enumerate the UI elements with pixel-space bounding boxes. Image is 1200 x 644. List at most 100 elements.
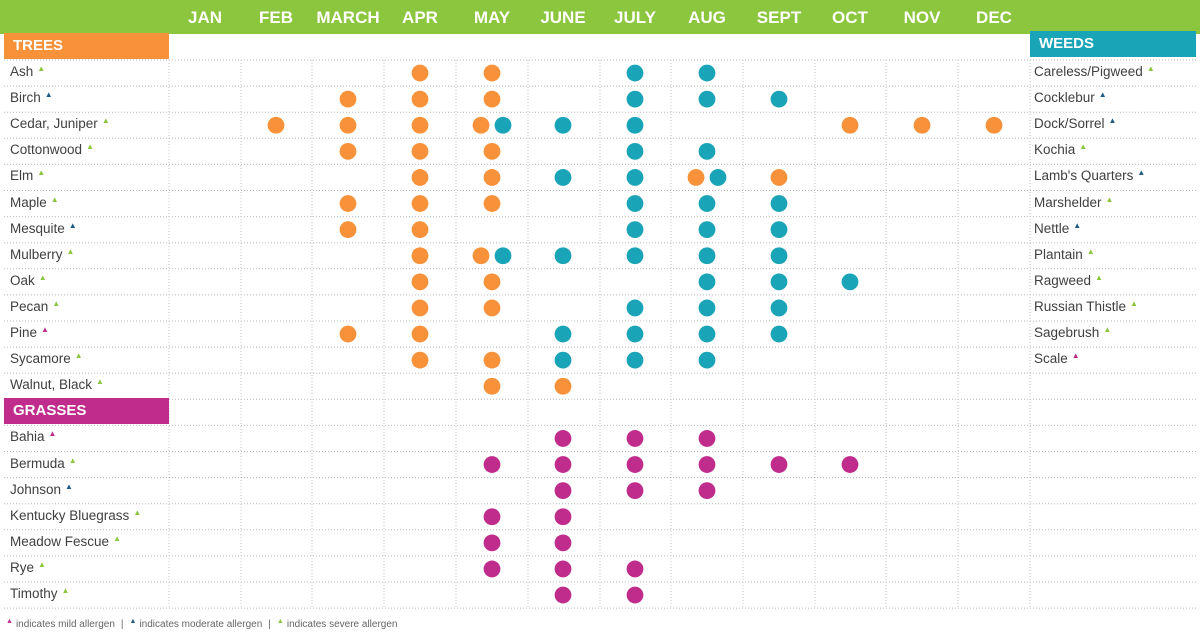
month-label-dec: DEC xyxy=(976,8,1012,27)
tree-row-label: Pine ▲ xyxy=(10,325,49,340)
tree-pollen-dot xyxy=(411,169,429,186)
weed-pollen-dot xyxy=(494,116,512,134)
weed-pollen-dot xyxy=(770,273,788,291)
weed-row-label: Sagebrush ▲ xyxy=(1034,325,1111,340)
grass-pollen-dot xyxy=(698,482,716,500)
weed-pollen-dot xyxy=(626,247,644,265)
grass-pollen-dot xyxy=(698,430,716,447)
grass-name: Kentucky Bluegrass xyxy=(10,507,130,523)
tree-pollen-dot xyxy=(483,273,501,291)
tree-pollen-dot xyxy=(339,221,357,239)
grass-name: Bahia xyxy=(10,429,45,445)
month-label-oct: OCT xyxy=(832,8,868,27)
weed-pollen-dot xyxy=(698,142,716,160)
mild-allergen-triangle-icon: ▲ xyxy=(1071,351,1080,361)
tree-row-label: Mesquite ▲ xyxy=(10,221,77,236)
weed-pollen-dot xyxy=(626,64,644,82)
month-label-apr: APR xyxy=(402,8,438,27)
weed-pollen-dot xyxy=(626,116,644,134)
weed-pollen-dot xyxy=(698,64,716,82)
weed-name: Nettle xyxy=(1034,220,1070,236)
severe-allergen-triangle-icon: ▲ xyxy=(38,559,46,569)
tree-pollen-dot xyxy=(985,116,1003,134)
weed-pollen-dot xyxy=(698,195,716,212)
tree-name: Ash xyxy=(10,64,34,80)
tree-pollen-dot xyxy=(411,195,429,212)
weed-name: Kochia xyxy=(1034,142,1076,158)
tree-pollen-dot xyxy=(554,377,572,395)
grass-pollen-dot xyxy=(770,456,788,473)
tree-pollen-dot xyxy=(411,299,429,317)
tree-pollen-dot xyxy=(339,116,357,134)
tree-row-label: Cedar, Juniper ▲ xyxy=(10,116,110,131)
grass-pollen-dot xyxy=(554,586,572,604)
tree-row-label: Birch ▲ xyxy=(10,90,53,105)
weed-pollen-dot xyxy=(626,195,644,212)
severe-allergen-triangle-icon: ▲ xyxy=(52,298,61,308)
weed-pollen-dot xyxy=(770,299,788,317)
grass-pollen-dot xyxy=(554,560,572,578)
severe-allergen-triangle-icon: ▲ xyxy=(86,142,94,152)
tree-row-label: Elm ▲ xyxy=(10,168,45,183)
grass-name: Timothy xyxy=(10,586,58,602)
tree-pollen-dot xyxy=(339,142,357,160)
weed-row-label: Marshelder ▲ xyxy=(1034,195,1113,210)
month-label-may: MAY xyxy=(473,8,511,27)
tree-pollen-dot xyxy=(483,351,501,369)
tree-name: Sycamore xyxy=(10,351,71,367)
weed-name: Dock/Sorrel xyxy=(1034,116,1105,132)
grass-name: Rye xyxy=(10,559,35,575)
weed-pollen-dot xyxy=(698,247,716,265)
legend-mild-text: indicates mild allergen xyxy=(15,619,115,630)
tree-pollen-dot xyxy=(483,90,501,108)
weed-pollen-dot xyxy=(494,247,512,265)
weed-pollen-dot xyxy=(698,221,716,239)
weed-pollen-dot xyxy=(626,299,644,317)
section-header-trees: TREES xyxy=(4,33,169,59)
weed-row-label: Nettle ▲ xyxy=(1034,221,1081,236)
tree-name: Elm xyxy=(10,168,34,184)
severe-allergen-triangle-icon: ▲ xyxy=(37,168,46,178)
severe-allergen-triangle-icon: ▲ xyxy=(1105,194,1114,204)
grass-pollen-dot xyxy=(841,456,859,473)
grass-row-label: Meadow Fescue ▲ xyxy=(10,534,121,549)
weed-pollen-dot xyxy=(626,142,644,160)
severe-allergen-triangle-icon: ▲ xyxy=(133,507,142,517)
month-label-feb: FEB xyxy=(259,8,293,27)
weed-pollen-dot xyxy=(698,325,716,343)
weed-pollen-dot xyxy=(770,325,788,343)
moderate-allergen-triangle-icon: ▲ xyxy=(1098,90,1107,100)
moderate-allergen-triangle-icon: ▲ xyxy=(1108,116,1117,126)
moderate-allergen-triangle-icon: ▲ xyxy=(68,220,77,230)
tree-pollen-dot xyxy=(411,273,429,291)
mild-allergen-triangle-icon: ▲ xyxy=(48,429,57,439)
grass-pollen-dot xyxy=(483,534,501,552)
legend-separator: | xyxy=(268,619,271,630)
weed-pollen-dot xyxy=(554,325,572,343)
weed-row-label: Lamb's Quarters ▲ xyxy=(1034,168,1145,183)
weed-name: Marshelder xyxy=(1034,194,1102,210)
tree-pollen-dot xyxy=(411,64,429,82)
weed-pollen-dot xyxy=(770,90,788,108)
tree-pollen-dot xyxy=(472,247,490,265)
moderate-allergen-triangle-icon: ▲ xyxy=(1073,220,1082,230)
month-label-aug: AUG xyxy=(688,8,726,27)
grass-pollen-dot xyxy=(626,586,644,604)
tree-row-label: Mulberry ▲ xyxy=(10,247,74,262)
weed-row-label: Cocklebur ▲ xyxy=(1034,90,1107,105)
weed-pollen-dot xyxy=(770,221,788,239)
month-header-bar: JAN FEB MARCH APR MAY JUNE JULY AUG SEPT OCT NOV DE… xyxy=(0,0,1200,34)
grass-pollen-dot xyxy=(698,456,716,473)
legend-separator: | xyxy=(120,619,124,630)
tree-pollen-dot xyxy=(687,169,705,186)
weed-row-label: Kochia ▲ xyxy=(1034,142,1087,157)
tree-pollen-dot xyxy=(339,325,357,343)
weed-pollen-dot xyxy=(626,351,644,369)
moderate-allergen-triangle-icon: ▲ xyxy=(129,618,137,625)
tree-pollen-dot xyxy=(411,325,429,343)
tree-row-label: Ash ▲ xyxy=(10,64,45,79)
weed-pollen-dot xyxy=(841,273,859,291)
month-label-sept: SEPT xyxy=(756,8,802,27)
weed-pollen-dot xyxy=(770,247,788,265)
